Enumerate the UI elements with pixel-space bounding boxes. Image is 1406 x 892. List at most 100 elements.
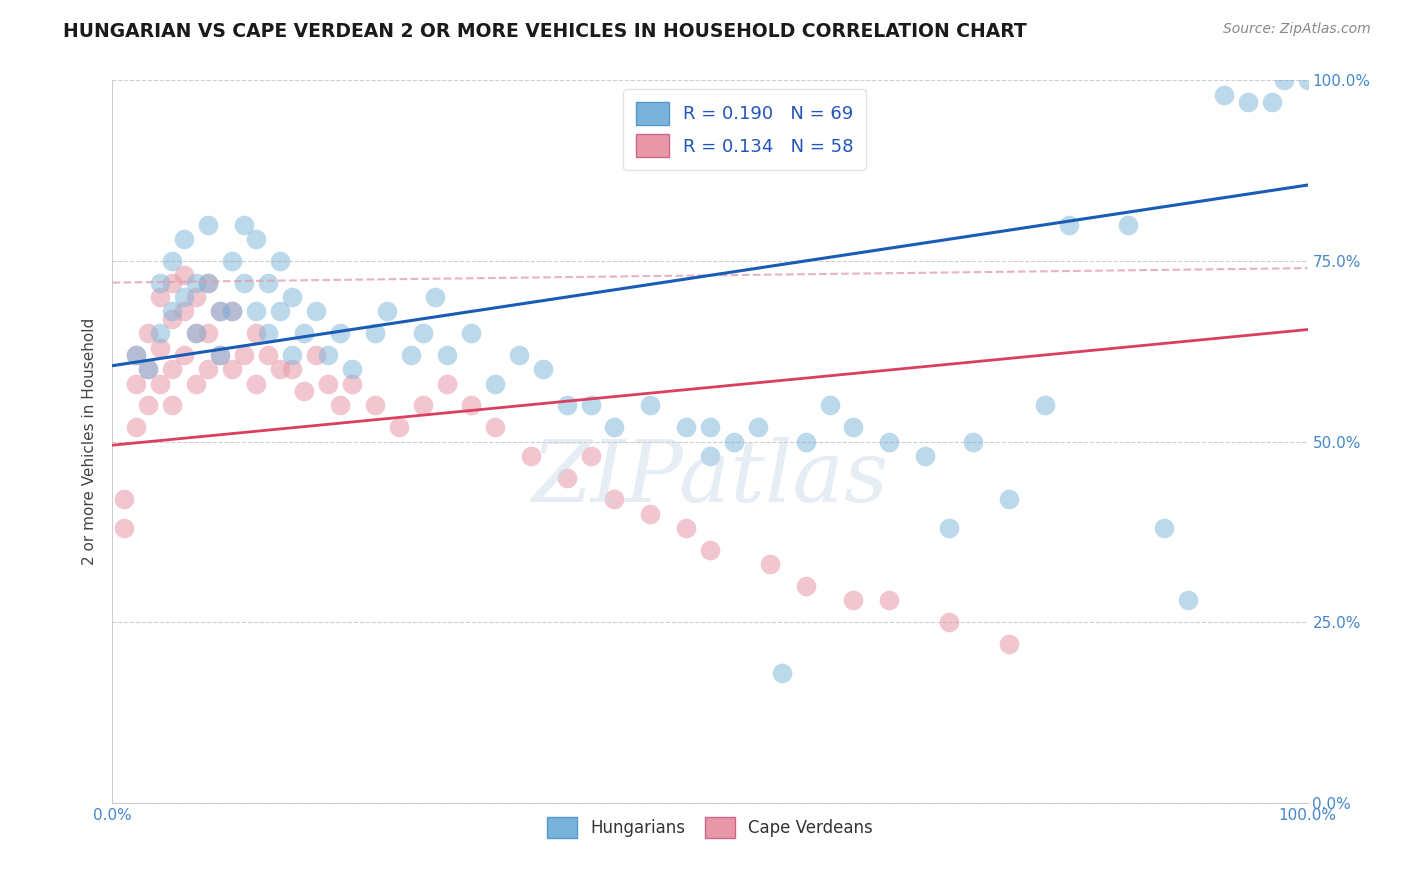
- Cape Verdeans: [197, 362, 219, 376]
- Legend: Hungarians, Cape Verdeans: Hungarians, Cape Verdeans: [540, 810, 880, 845]
- Cape Verdeans: [938, 615, 960, 630]
- Cape Verdeans: [186, 290, 208, 304]
- Cape Verdeans: [364, 398, 387, 412]
- Hungarians: [173, 290, 195, 304]
- Cape Verdeans: [603, 492, 626, 507]
- Cape Verdeans: [269, 362, 291, 376]
- Hungarians: [269, 304, 291, 318]
- Hungarians: [1272, 73, 1295, 87]
- Cape Verdeans: [879, 593, 901, 607]
- Hungarians: [436, 348, 458, 362]
- Cape Verdeans: [520, 449, 543, 463]
- Cape Verdeans: [125, 348, 148, 362]
- Hungarians: [233, 218, 256, 232]
- Hungarians: [209, 304, 232, 318]
- Hungarians: [1057, 218, 1080, 232]
- Cape Verdeans: [209, 348, 232, 362]
- Cape Verdeans: [245, 376, 267, 391]
- Cape Verdeans: [149, 341, 172, 355]
- Hungarians: [162, 304, 183, 318]
- Cape Verdeans: [316, 376, 339, 391]
- Text: ZIPatlas: ZIPatlas: [531, 436, 889, 519]
- Cape Verdeans: [125, 420, 148, 434]
- Hungarians: [149, 276, 172, 290]
- Hungarians: [340, 362, 363, 376]
- Hungarians: [770, 665, 793, 680]
- Hungarians: [125, 348, 148, 362]
- Hungarians: [1153, 521, 1175, 535]
- Cape Verdeans: [162, 398, 183, 412]
- Hungarians: [508, 348, 530, 362]
- Cape Verdeans: [460, 398, 482, 412]
- Hungarians: [401, 348, 423, 362]
- Hungarians: [257, 326, 280, 340]
- Hungarians: [998, 492, 1021, 507]
- Cape Verdeans: [138, 326, 160, 340]
- Hungarians: [1296, 73, 1319, 87]
- Cape Verdeans: [173, 268, 195, 283]
- Cape Verdeans: [794, 579, 817, 593]
- Hungarians: [640, 398, 662, 412]
- Hungarians: [1177, 593, 1199, 607]
- Cape Verdeans: [162, 276, 183, 290]
- Text: Source: ZipAtlas.com: Source: ZipAtlas.com: [1223, 22, 1371, 37]
- Hungarians: [197, 276, 219, 290]
- Cape Verdeans: [998, 637, 1021, 651]
- Hungarians: [1237, 95, 1260, 109]
- Hungarians: [377, 304, 399, 318]
- Cape Verdeans: [138, 362, 160, 376]
- Hungarians: [579, 398, 602, 412]
- Hungarians: [555, 398, 578, 412]
- Hungarians: [186, 276, 208, 290]
- Hungarians: [818, 398, 841, 412]
- Cape Verdeans: [257, 348, 280, 362]
- Cape Verdeans: [245, 326, 267, 340]
- Hungarians: [699, 449, 721, 463]
- Hungarians: [723, 434, 745, 449]
- Hungarians: [173, 232, 195, 246]
- Hungarians: [364, 326, 387, 340]
- Hungarians: [305, 304, 328, 318]
- Hungarians: [209, 348, 232, 362]
- Cape Verdeans: [640, 507, 662, 521]
- Cape Verdeans: [114, 492, 135, 507]
- Hungarians: [245, 304, 267, 318]
- Hungarians: [197, 218, 219, 232]
- Cape Verdeans: [186, 326, 208, 340]
- Hungarians: [186, 326, 208, 340]
- Cape Verdeans: [555, 470, 578, 484]
- Hungarians: [138, 362, 160, 376]
- Hungarians: [149, 326, 172, 340]
- Cape Verdeans: [149, 290, 172, 304]
- Hungarians: [879, 434, 901, 449]
- Hungarians: [1213, 87, 1236, 102]
- Cape Verdeans: [281, 362, 304, 376]
- Cape Verdeans: [329, 398, 352, 412]
- Hungarians: [281, 290, 304, 304]
- Cape Verdeans: [340, 376, 363, 391]
- Hungarians: [233, 276, 256, 290]
- Hungarians: [221, 304, 243, 318]
- Text: HUNGARIAN VS CAPE VERDEAN 2 OR MORE VEHICLES IN HOUSEHOLD CORRELATION CHART: HUNGARIAN VS CAPE VERDEAN 2 OR MORE VEHI…: [63, 22, 1026, 41]
- Hungarians: [699, 420, 721, 434]
- Cape Verdeans: [412, 398, 434, 412]
- Cape Verdeans: [221, 304, 243, 318]
- Hungarians: [162, 253, 183, 268]
- Hungarians: [292, 326, 315, 340]
- Hungarians: [938, 521, 960, 535]
- Hungarians: [329, 326, 352, 340]
- Cape Verdeans: [233, 348, 256, 362]
- Hungarians: [281, 348, 304, 362]
- Hungarians: [1118, 218, 1140, 232]
- Y-axis label: 2 or more Vehicles in Household: 2 or more Vehicles in Household: [82, 318, 97, 566]
- Cape Verdeans: [197, 326, 219, 340]
- Cape Verdeans: [125, 376, 148, 391]
- Cape Verdeans: [436, 376, 458, 391]
- Hungarians: [842, 420, 865, 434]
- Hungarians: [425, 290, 447, 304]
- Cape Verdeans: [579, 449, 602, 463]
- Cape Verdeans: [138, 398, 160, 412]
- Hungarians: [1261, 95, 1284, 109]
- Hungarians: [962, 434, 984, 449]
- Hungarians: [531, 362, 554, 376]
